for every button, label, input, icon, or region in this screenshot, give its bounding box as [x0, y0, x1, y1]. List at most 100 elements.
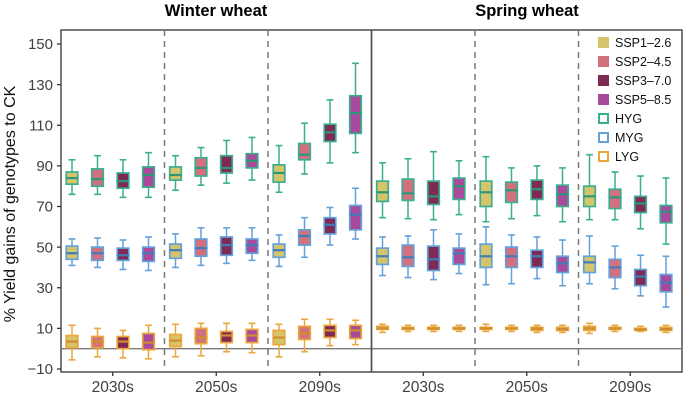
box-winter-2090s-myg-ssp1–2.6: [272, 234, 286, 268]
iqr-box: [168, 166, 183, 181]
y-tick-label: 110: [29, 117, 53, 134]
box-winter-2030s-myg-ssp1–2.6: [65, 238, 79, 267]
x-tick-label: 2030s: [402, 379, 444, 396]
box-winter-2050s-hyg-ssp5–8.5: [245, 136, 259, 181]
iqr-box: [479, 180, 493, 208]
panel-title-spring-wheat: Spring wheat: [475, 2, 579, 20]
legend-label: SSP2–4.5: [615, 54, 672, 69]
box-spring-2050s-myg-ssp5–8.5: [555, 239, 570, 287]
x-tick-label: 2050s: [195, 379, 237, 396]
box-spring-2030s-lyg-ssp3–7.0: [426, 324, 441, 333]
box-winter-2050s-myg-ssp3–7.0: [219, 227, 234, 265]
panel-title-winter-wheat: Winter wheat: [164, 2, 268, 20]
box-spring-2090s-hyg-ssp2–4.5: [608, 171, 622, 221]
legend: SSP1–2.6 SSP2–4.5 SSP3–7.0 SSP5–8.5 HYG MYG LY…: [598, 35, 672, 164]
box-spring-2050s-lyg-ssp3–7.0: [530, 324, 544, 334]
box-winter-2030s-myg-ssp3–7.0: [116, 239, 130, 271]
box-spring-2050s-lyg-ssp2–4.5: [504, 324, 519, 333]
iqr-box: [659, 204, 673, 224]
box-winter-2050s-lyg-ssp2–4.5: [194, 322, 208, 357]
box-winter-2050s-lyg-ssp1–2.6: [168, 323, 183, 358]
legend-item-ssp3–7.0: SSP3–7.0: [598, 73, 672, 88]
y-axis-label: % Yield gains of genotypes to CK: [2, 85, 19, 323]
x-tick-label: 2030s: [92, 379, 134, 396]
iqr-box: [530, 249, 544, 269]
box-spring-2050s-lyg-ssp1–2.6: [479, 323, 493, 333]
box-spring-2030s-lyg-ssp1–2.6: [375, 323, 390, 334]
box-winter-2090s-hyg-ssp5–8.5: [348, 62, 363, 154]
legend-label: SSP1–2.6: [615, 35, 672, 50]
iqr-box: [452, 177, 466, 201]
legend-item-ssp5–8.5: SSP5–8.5: [598, 92, 672, 107]
box-spring-2050s-myg-ssp1–2.6: [479, 226, 493, 286]
box-winter-2090s-lyg-ssp1–2.6: [272, 323, 286, 358]
iqr-box: [219, 154, 234, 174]
box-spring-2030s-myg-ssp5–8.5: [452, 233, 466, 275]
legend-label: MYG: [615, 130, 644, 145]
box-winter-2090s-lyg-ssp3–7.0: [323, 318, 337, 347]
iqr-box: [582, 255, 597, 274]
box-spring-2050s-hyg-ssp2–4.5: [504, 167, 519, 220]
box-spring-2050s-myg-ssp2–4.5: [504, 234, 519, 285]
y-tick-label: −10: [28, 361, 53, 378]
legend-label: SSP5–8.5: [615, 92, 672, 107]
box-winter-2030s-lyg-ssp1–2.6: [65, 324, 79, 361]
box-spring-2030s-myg-ssp3–7.0: [426, 229, 441, 281]
box-winter-2090s-lyg-ssp2–4.5: [297, 318, 312, 353]
legend-label: LYG: [615, 149, 640, 164]
box-spring-2090s-hyg-ssp3–7.0: [633, 175, 648, 230]
legend-swatch-ssp1–2.6: [598, 37, 609, 48]
box-winter-2050s-lyg-ssp5–8.5: [245, 322, 259, 354]
legend-item-hyg: HYG: [598, 112, 671, 126]
iqr-box: [555, 184, 570, 208]
legend-label: SSP3–7.0: [615, 73, 672, 88]
box-spring-2050s-hyg-ssp3–7.0: [530, 165, 544, 217]
box-winter-2090s-hyg-ssp1–2.6: [272, 144, 286, 194]
box-winter-2090s-myg-ssp2–4.5: [297, 216, 312, 259]
box-winter-2030s-myg-ssp2–4.5: [90, 237, 105, 269]
box-winter-2030s-lyg-ssp5–8.5: [141, 324, 156, 360]
box-spring-2030s-lyg-ssp2–4.5: [401, 324, 415, 333]
box-spring-2090s-lyg-ssp2–4.5: [608, 324, 622, 333]
iqr-box: [219, 330, 234, 344]
box-spring-2090s-myg-ssp1–2.6: [582, 235, 597, 285]
box-spring-2090s-hyg-ssp5–8.5: [659, 177, 673, 245]
box-winter-2030s-lyg-ssp3–7.0: [116, 329, 130, 359]
box-winter-2090s-myg-ssp3–7.0: [323, 206, 337, 246]
box-winter-2030s-hyg-ssp1–2.6: [65, 158, 79, 196]
legend-item-ssp2–4.5: SSP2–4.5: [598, 54, 672, 69]
box-winter-2030s-hyg-ssp2–4.5: [90, 154, 105, 196]
box-winter-2030s-myg-ssp5–8.5: [141, 236, 156, 272]
iqr-box: [297, 229, 312, 246]
box-spring-2090s-myg-ssp2–4.5: [608, 245, 622, 290]
box-spring-2050s-hyg-ssp5–8.5: [555, 167, 570, 223]
box-spring-2050s-myg-ssp3–7.0: [530, 236, 544, 280]
iqr-box: [426, 180, 441, 206]
box-spring-2050s-hyg-ssp1–2.6: [479, 155, 493, 223]
box-spring-2050s-lyg-ssp5–8.5: [555, 324, 570, 334]
legend-swatch-ssp3–7.0: [598, 75, 609, 86]
box-spring-2030s-hyg-ssp1–2.6: [375, 162, 390, 219]
y-tick-label: 70: [36, 199, 53, 216]
box-winter-2090s-lyg-ssp5–8.5: [348, 319, 363, 346]
y-tick-label: 90: [36, 158, 53, 175]
legend-swatch-ssp5–8.5: [598, 94, 609, 105]
box-winter-2090s-hyg-ssp2–4.5: [297, 122, 312, 175]
legend-item-myg: MYG: [598, 130, 671, 145]
legend-item-lyg: LYG: [598, 149, 671, 164]
box-winter-2050s-hyg-ssp2–4.5: [194, 146, 208, 186]
legend-item-ssp1–2.6: SSP1–2.6: [598, 35, 672, 50]
y-tick-label: 10: [36, 321, 53, 338]
y-tick-label: 30: [36, 280, 53, 297]
iqr-box: [297, 142, 312, 161]
box-spring-2090s-lyg-ssp5–8.5: [659, 324, 673, 334]
box-spring-2090s-myg-ssp3–7.0: [633, 254, 648, 297]
box-winter-2050s-hyg-ssp1–2.6: [168, 154, 183, 192]
iqr-box: [504, 181, 519, 204]
box-spring-2030s-lyg-ssp5–8.5: [452, 324, 466, 333]
legend-swatch-ssp2–4.5: [598, 56, 609, 67]
iqr-box: [348, 94, 363, 135]
box-winter-2030s-lyg-ssp2–4.5: [90, 327, 105, 358]
box-spring-2030s-myg-ssp1–2.6: [375, 236, 390, 277]
box-spring-2090s-lyg-ssp3–7.0: [633, 325, 648, 333]
